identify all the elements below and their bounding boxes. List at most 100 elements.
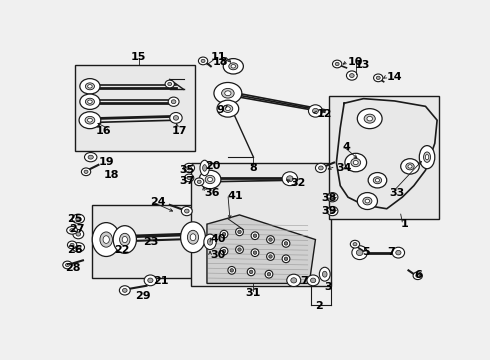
Ellipse shape: [184, 163, 195, 172]
Text: 18: 18: [213, 57, 229, 67]
Ellipse shape: [88, 85, 92, 88]
Text: 41: 41: [228, 191, 244, 201]
Ellipse shape: [309, 105, 322, 117]
Ellipse shape: [172, 100, 176, 104]
Circle shape: [269, 255, 272, 258]
Ellipse shape: [351, 158, 361, 167]
Ellipse shape: [353, 243, 357, 246]
Text: 7: 7: [300, 276, 308, 286]
Text: 38: 38: [321, 193, 336, 203]
Text: 37: 37: [179, 176, 195, 186]
Ellipse shape: [208, 177, 213, 181]
Text: 12: 12: [317, 109, 333, 119]
Text: 17: 17: [172, 126, 187, 136]
Text: 10: 10: [348, 57, 364, 67]
Ellipse shape: [76, 232, 81, 236]
Ellipse shape: [364, 114, 375, 123]
Ellipse shape: [120, 233, 130, 246]
Ellipse shape: [217, 100, 239, 117]
Text: 11: 11: [211, 53, 226, 62]
Ellipse shape: [70, 243, 74, 247]
Circle shape: [236, 228, 244, 236]
Circle shape: [282, 239, 290, 247]
Ellipse shape: [181, 206, 192, 216]
Ellipse shape: [84, 170, 88, 174]
Ellipse shape: [88, 100, 92, 103]
Ellipse shape: [88, 155, 93, 159]
Polygon shape: [207, 215, 316, 283]
Ellipse shape: [313, 108, 318, 113]
Ellipse shape: [357, 109, 382, 129]
Circle shape: [251, 232, 259, 239]
Text: 23: 23: [143, 237, 158, 247]
Text: 14: 14: [387, 72, 402, 82]
Ellipse shape: [365, 199, 369, 203]
Ellipse shape: [223, 105, 233, 112]
Ellipse shape: [425, 154, 429, 160]
Ellipse shape: [357, 193, 377, 210]
Ellipse shape: [85, 98, 95, 105]
Ellipse shape: [408, 165, 412, 168]
Text: 18: 18: [104, 170, 120, 180]
Ellipse shape: [373, 74, 383, 82]
Ellipse shape: [170, 112, 182, 123]
Text: 22: 22: [114, 245, 129, 255]
Ellipse shape: [168, 82, 172, 86]
Ellipse shape: [113, 226, 136, 253]
Ellipse shape: [187, 166, 192, 170]
Ellipse shape: [122, 288, 127, 292]
Text: 7: 7: [387, 247, 394, 257]
Ellipse shape: [413, 272, 422, 280]
Text: 13: 13: [354, 60, 369, 70]
Circle shape: [247, 268, 255, 276]
Text: 5: 5: [362, 247, 369, 257]
Circle shape: [269, 238, 272, 241]
Circle shape: [238, 230, 241, 234]
Ellipse shape: [75, 245, 81, 249]
Ellipse shape: [350, 240, 360, 248]
Text: 24: 24: [150, 197, 166, 207]
Ellipse shape: [197, 180, 201, 184]
Ellipse shape: [396, 250, 401, 255]
Ellipse shape: [327, 206, 338, 216]
Ellipse shape: [311, 278, 316, 283]
Bar: [92, 205, 205, 278]
Ellipse shape: [349, 73, 354, 77]
Circle shape: [253, 251, 257, 255]
Ellipse shape: [198, 57, 208, 65]
Circle shape: [282, 255, 290, 263]
Ellipse shape: [318, 166, 323, 170]
Ellipse shape: [100, 232, 113, 247]
Ellipse shape: [201, 59, 205, 63]
Circle shape: [265, 270, 273, 278]
Ellipse shape: [103, 236, 109, 243]
Ellipse shape: [165, 80, 174, 88]
Ellipse shape: [190, 234, 196, 241]
Ellipse shape: [204, 234, 216, 249]
Ellipse shape: [185, 209, 189, 213]
Circle shape: [267, 236, 274, 243]
Ellipse shape: [200, 160, 209, 176]
Ellipse shape: [68, 241, 77, 249]
Ellipse shape: [307, 275, 319, 286]
Circle shape: [220, 230, 228, 238]
Ellipse shape: [205, 175, 215, 184]
Ellipse shape: [67, 226, 77, 234]
Ellipse shape: [80, 94, 100, 109]
Ellipse shape: [122, 237, 127, 243]
Text: 31: 31: [246, 288, 261, 298]
Text: 30: 30: [210, 249, 225, 260]
Ellipse shape: [367, 116, 372, 121]
Circle shape: [284, 242, 288, 245]
Text: 6: 6: [414, 270, 422, 280]
Text: 26: 26: [67, 245, 83, 255]
Ellipse shape: [84, 153, 97, 162]
Circle shape: [253, 234, 257, 238]
Ellipse shape: [363, 197, 372, 205]
Text: 34: 34: [336, 163, 352, 172]
Ellipse shape: [416, 274, 420, 277]
Ellipse shape: [75, 217, 81, 221]
Ellipse shape: [327, 193, 338, 202]
Ellipse shape: [73, 230, 84, 239]
Ellipse shape: [80, 78, 100, 94]
